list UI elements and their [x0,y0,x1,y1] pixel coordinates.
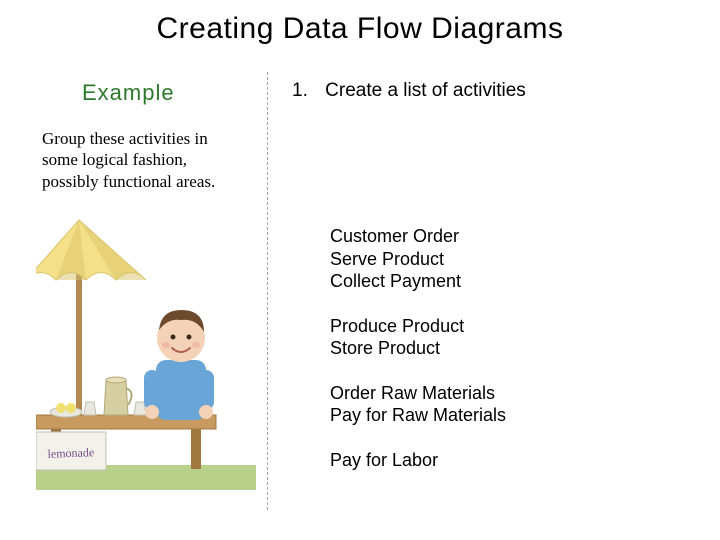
activity-item: Order Raw Materials [330,382,506,405]
activity-group: Order Raw Materials Pay for Raw Material… [330,382,506,427]
sign-text: lemonade [47,445,94,461]
lemonade-stand-icon: lemonade [36,210,256,490]
page-title: Creating Data Flow Diagrams [0,12,720,46]
vertical-divider [267,72,268,510]
activity-item: Pay for Raw Materials [330,404,506,427]
activities-list: Customer Order Serve Product Collect Pay… [330,225,506,493]
activity-group: Pay for Labor [330,449,506,472]
activity-item: Collect Payment [330,270,506,293]
step-text: Create a list of activities [325,80,526,101]
activity-item: Produce Product [330,315,506,338]
instruction-text: Group these activities in some logical f… [42,128,242,192]
step-heading: 1. Create a list of activities [292,80,526,102]
activity-group: Customer Order Serve Product Collect Pay… [330,225,506,293]
activity-item: Pay for Labor [330,449,506,472]
activity-item: Store Product [330,337,506,360]
lemonade-stand-illustration: lemonade [36,210,256,490]
activity-item: Serve Product [330,248,506,271]
example-label: Example [82,80,175,106]
activity-item: Customer Order [330,225,506,248]
activity-group: Produce Product Store Product [330,315,506,360]
step-number: 1. [292,80,308,102]
